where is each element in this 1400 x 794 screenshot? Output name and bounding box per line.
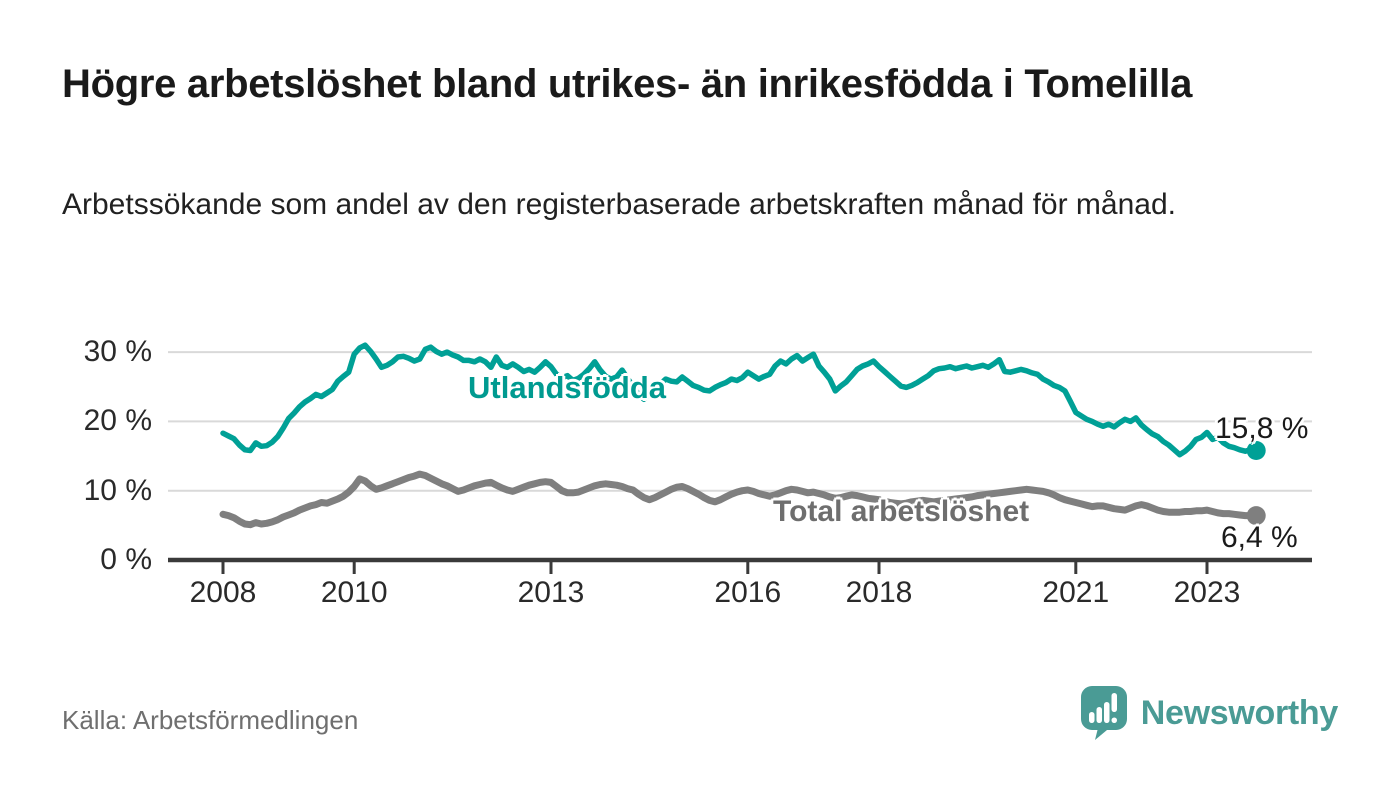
newsworthy-logo: Newsworthy: [1080, 686, 1339, 740]
x-tick-label: 2013: [517, 576, 585, 609]
newsworthy-speech-bubble-icon: [1080, 686, 1127, 740]
end-value-total-arbetsloshet: 6,4 %: [1221, 521, 1298, 554]
page-title: Högre arbetslöshet bland utrikes- än inr…: [62, 62, 1193, 106]
series-label-total-arbetsloshet: Total arbetslöshet: [773, 495, 1030, 528]
y-tick-label: 10 %: [83, 473, 152, 507]
y-tick-label: 0 %: [100, 543, 152, 576]
y-tick-label: 20 %: [83, 404, 152, 438]
y-tick-label: 30 %: [83, 335, 152, 369]
x-tick-label: 2008: [189, 576, 257, 609]
x-tick-label: 2023: [1173, 576, 1241, 609]
series-end-dot-0: [1246, 441, 1266, 460]
series-end-dot-1: [1246, 506, 1266, 526]
source-note: Källa: Arbetsförmedlingen: [62, 705, 359, 735]
series-line-0: [220, 342, 1259, 458]
x-tick-label: 2010: [320, 576, 388, 609]
series-label-utlandsfodda: Utlandsfödda: [468, 370, 667, 405]
page-subtitle: Arbetssökande som andel av den registerb…: [62, 188, 1176, 221]
end-value-utlandsfodda: 15,8 %: [1215, 412, 1309, 445]
x-tick-label: 2018: [845, 576, 913, 609]
x-tick-label: 2016: [714, 576, 782, 609]
brand-wordmark: Newsworthy: [1140, 693, 1339, 732]
x-tick-label: 2021: [1042, 576, 1110, 609]
series-line-1: [219, 470, 1260, 529]
